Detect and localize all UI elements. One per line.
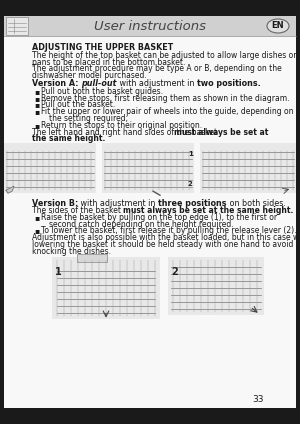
Text: ▪: ▪	[34, 121, 39, 130]
Text: 1: 1	[55, 267, 62, 276]
Text: must always be set at: must always be set at	[174, 128, 268, 137]
Text: Version A:: Version A:	[32, 79, 81, 88]
Text: second catch depending on the height required.: second catch depending on the height req…	[49, 220, 234, 229]
FancyBboxPatch shape	[77, 254, 107, 262]
Text: Raise the basket by pulling on the top edge (1), to the first or: Raise the basket by pulling on the top e…	[41, 213, 277, 222]
Text: Fit the upper or lower pair of wheels into the guide, depending on: Fit the upper or lower pair of wheels in…	[41, 107, 293, 116]
Text: ▪: ▪	[34, 94, 39, 103]
FancyBboxPatch shape	[52, 257, 160, 318]
Text: Adjustment is also possible with the basket loaded, but in this case when: Adjustment is also possible with the bas…	[32, 233, 300, 242]
FancyBboxPatch shape	[6, 17, 28, 35]
Text: ADJUSTING THE UPPER BASKET: ADJUSTING THE UPPER BASKET	[32, 43, 173, 52]
Text: knocking the dishes.: knocking the dishes.	[32, 247, 111, 256]
Text: with adjustment in: with adjustment in	[78, 199, 158, 208]
Text: The adjustment procedure may be type A or B, depending on the: The adjustment procedure may be type A o…	[32, 64, 282, 73]
Text: on both sides.: on both sides.	[226, 199, 286, 208]
Text: Version B:: Version B:	[32, 199, 78, 208]
Text: must always be set at the same height.: must always be set at the same height.	[123, 206, 294, 215]
Text: pull-out: pull-out	[81, 79, 117, 88]
Text: ▪: ▪	[34, 107, 39, 116]
Text: 2: 2	[171, 267, 178, 276]
Text: EN: EN	[272, 22, 284, 31]
FancyBboxPatch shape	[4, 16, 296, 36]
Text: dishwasher model purchased.: dishwasher model purchased.	[32, 71, 147, 80]
Text: two positions.: two positions.	[196, 79, 260, 88]
Text: The left hand and right hand sides of the basket: The left hand and right hand sides of th…	[32, 128, 220, 137]
FancyBboxPatch shape	[4, 143, 96, 193]
Text: with adjustment in: with adjustment in	[117, 79, 196, 88]
Text: Return the stops to their original position.: Return the stops to their original posit…	[41, 121, 202, 130]
Text: Pull out the basket.: Pull out the basket.	[41, 100, 115, 109]
Text: three positions: three positions	[158, 199, 226, 208]
Text: Remove the stops, first releasing them as shown in the diagram.: Remove the stops, first releasing them a…	[41, 94, 290, 103]
Text: 33: 33	[252, 395, 263, 404]
Text: pans to be placed in the bottom basket.: pans to be placed in the bottom basket.	[32, 58, 185, 67]
FancyBboxPatch shape	[200, 143, 296, 193]
Polygon shape	[6, 186, 14, 193]
Text: The height of the top basket can be adjusted to allow large dishes or: The height of the top basket can be adju…	[32, 51, 296, 60]
Ellipse shape	[267, 19, 289, 33]
FancyBboxPatch shape	[168, 257, 264, 315]
Text: ▪: ▪	[34, 100, 39, 109]
Text: the same height.: the same height.	[32, 134, 105, 143]
Text: The sides of the basket: The sides of the basket	[32, 206, 123, 215]
Text: 2: 2	[188, 181, 193, 187]
Text: lowering the basket it should be held steady with one hand to avoid: lowering the basket it should be held st…	[32, 240, 293, 249]
FancyBboxPatch shape	[4, 16, 296, 408]
FancyBboxPatch shape	[102, 143, 194, 193]
Text: To lower the basket, first release it by pulling the release lever (2).: To lower the basket, first release it by…	[41, 226, 296, 235]
Text: User instructions: User instructions	[94, 20, 206, 33]
Text: ▪: ▪	[34, 213, 39, 222]
Text: Pull out both the basket guides.: Pull out both the basket guides.	[41, 87, 163, 96]
Text: ▪: ▪	[34, 87, 39, 96]
Text: ▪: ▪	[34, 226, 39, 235]
Text: 1: 1	[188, 151, 193, 157]
Text: the setting required;: the setting required;	[49, 114, 128, 123]
